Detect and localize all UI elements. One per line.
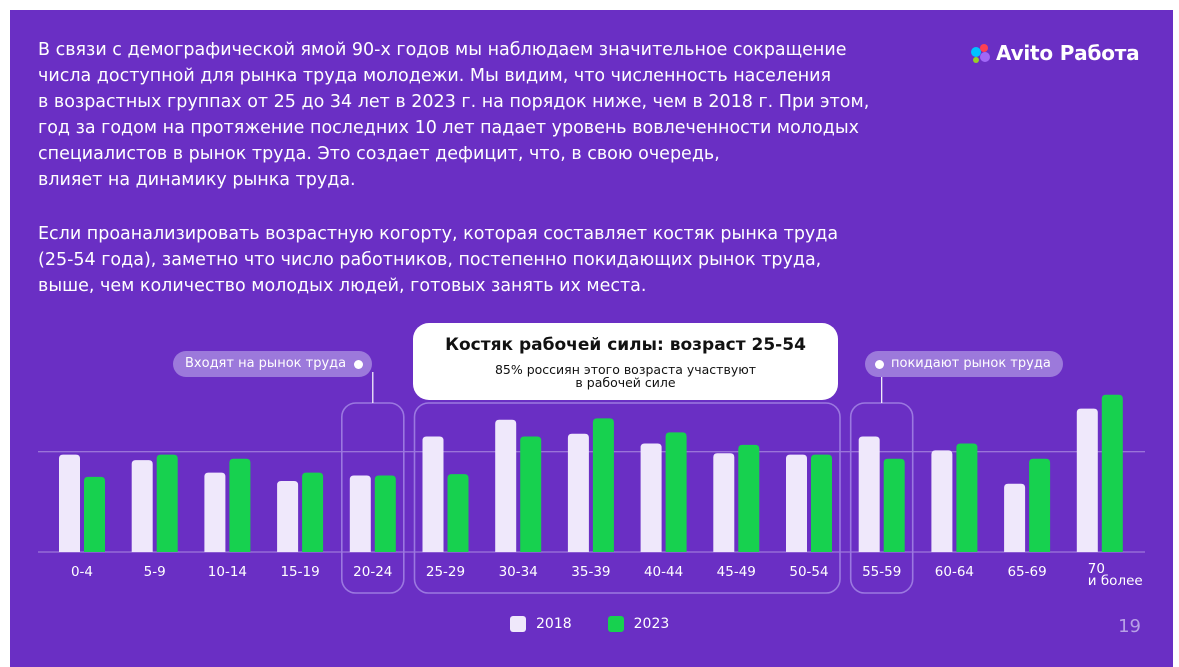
bar-2018-12 [931, 450, 953, 552]
x-tick-label-13: 65-69 [1007, 564, 1046, 580]
avito-dots-icon [971, 44, 990, 63]
x-tick-label-8: 40-44 [644, 564, 683, 580]
bar-2023-5 [447, 474, 469, 552]
x-tick-label-14-line-1: и более [1088, 573, 1143, 589]
bar-2023-11 [883, 458, 905, 552]
bar-2023-10 [811, 454, 832, 552]
avito-logo: Avito Работа [970, 40, 1140, 66]
core-workforce-callout: Костяк рабочей силы: возраст 25-54 85% р… [413, 323, 838, 400]
chart-svg: 0-4 5-9 10-14 15-19 20-24 25-29 30-34 35-39 40-4… [38, 372, 1145, 594]
x-tick-label-1: 5-9 [144, 564, 166, 580]
slide: В связи с демографической ямой 90-х годо… [10, 10, 1173, 667]
logo-text: Avito Работа [996, 41, 1140, 65]
bar-2023-3 [302, 472, 324, 552]
x-tick-label-14-line-0: 70 [1088, 561, 1105, 577]
bar-2023-6 [520, 436, 542, 552]
bar-2023-7 [592, 418, 614, 552]
bar-2018-0 [59, 454, 80, 552]
bar-2018-5 [422, 436, 444, 552]
x-tick-label-10: 50-54 [789, 564, 828, 580]
bar-2023-9 [738, 444, 760, 552]
chart-legend: 2018 2023 [510, 616, 705, 632]
bar-2023-8 [665, 432, 687, 552]
bar-2018-1 [131, 460, 153, 552]
age-distribution-chart: 0-4 5-9 10-14 15-19 20-24 25-29 30-34 35-39 40-4… [10, 310, 1173, 614]
bar-2018-10 [786, 454, 807, 552]
bar-2023-1 [156, 454, 178, 552]
x-tick-label-0: 0-4 [71, 564, 93, 580]
bar-2018-14 [1076, 408, 1098, 552]
x-tick-label-14: 70 и более [1088, 561, 1143, 589]
x-tick-label-6: 30-34 [499, 564, 538, 580]
bar-2018-11 [858, 436, 880, 552]
x-tick-label-9: 45-49 [717, 564, 756, 580]
legend-item-2023: 2023 [607, 616, 670, 632]
bar-2018-2 [204, 472, 226, 552]
bar-2018-6 [495, 419, 517, 552]
bar-2018-3 [277, 481, 299, 552]
bar-2023-0 [84, 476, 105, 552]
page-number: 19 [1118, 616, 1141, 637]
x-tick-label-4: 20-24 [353, 564, 392, 580]
x-tick-label-7: 35-39 [571, 564, 610, 580]
bar-2018-13 [1004, 483, 1026, 552]
bar-2023-13 [1029, 458, 1051, 552]
bar-2018-8 [640, 443, 662, 552]
x-tick-label-11: 55-59 [862, 564, 901, 580]
callout-title: Костяк рабочей силы: возраст 25-54 [445, 335, 806, 355]
legend-item-2018: 2018 [510, 616, 572, 632]
legend-label-2018: 2018 [536, 616, 572, 632]
bar-2018-4 [349, 475, 371, 552]
x-tick-label-5: 25-29 [426, 564, 465, 580]
bar-2018-7 [567, 433, 589, 552]
legend-label-2023: 2023 [633, 616, 670, 632]
intro-paragraph: В связи с демографической ямой 90-х годо… [38, 40, 870, 190]
x-tick-label-12: 60-64 [935, 564, 974, 580]
x-tick-label-3: 15-19 [280, 564, 319, 580]
bar-2023-14 [1101, 394, 1123, 552]
analysis-paragraph: Если проанализировать возрастную когорту… [38, 224, 839, 296]
leave-market-label: покидают рынок труда [865, 351, 1063, 377]
callout-subtitle: 85% россиян этого возраста участвуют в р… [494, 362, 757, 390]
bar-2023-12 [956, 443, 978, 552]
highlight-frame-core [413, 402, 841, 594]
x-tick-label-2: 10-14 [208, 564, 247, 580]
bar-2018-9 [713, 453, 735, 552]
legend-swatch-2023 [607, 616, 624, 632]
enter-market-label: Входят на рынок труда [173, 351, 373, 377]
bar-2023-2 [229, 458, 251, 552]
legend-swatch-2018 [510, 616, 526, 632]
bar-2023-4 [374, 475, 396, 552]
